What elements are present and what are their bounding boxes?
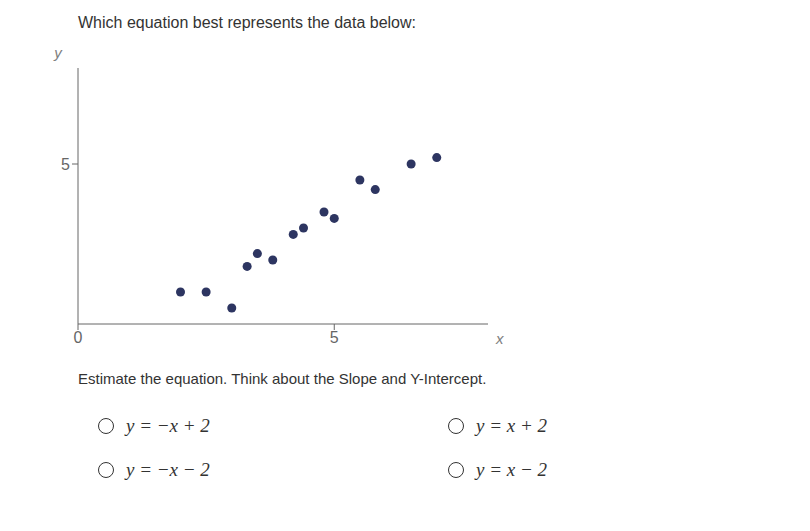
svg-text:0: 0 xyxy=(74,329,83,346)
html-text:y = −x − 2: y = −x − 2 xyxy=(126,459,210,480)
html-text:y = x − 2: y = x − 2 xyxy=(476,459,547,480)
svg-text:x: x xyxy=(495,330,504,347)
html-text:y = x + 2: y = x + 2 xyxy=(476,415,547,436)
svg-text:y: y xyxy=(53,44,63,61)
svg-text:5: 5 xyxy=(330,329,339,346)
svg-text:5: 5 xyxy=(61,156,70,173)
html-text:Estimate the equation. Think a: Estimate the equation. Think about the S… xyxy=(78,370,487,387)
html-text:Which equation best represents: Which equation best represents the data … xyxy=(78,14,416,31)
html-text:y = −x + 2: y = −x + 2 xyxy=(126,415,210,436)
